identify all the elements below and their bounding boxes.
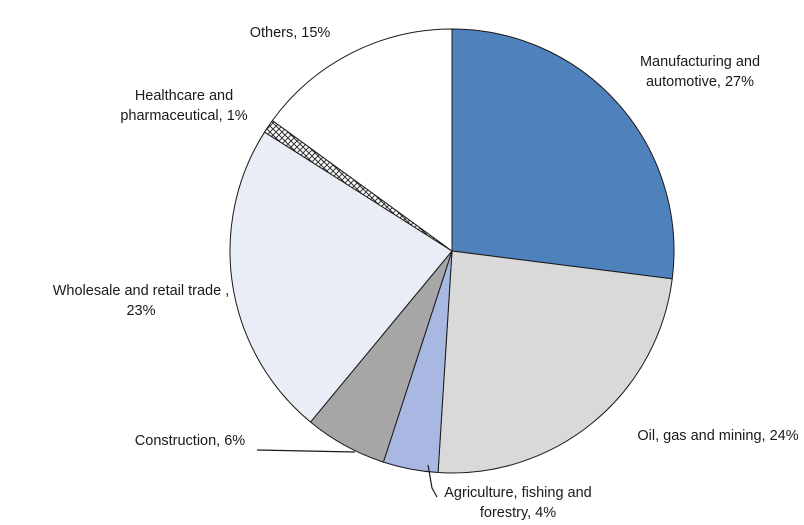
slice-label-line: Others, 15% [250,25,331,41]
slice-label-0: Manufacturing and automotive, 27% [640,54,760,90]
slice-label-3: Construction, 6% [135,433,246,449]
slice-label-line: automotive, 27% [646,74,754,90]
leader-line-3 [256,449,356,453]
slice-label-line: Agriculture, fishing and [444,485,592,501]
pie-slice-1 [437,250,673,474]
slice-label-line: Manufacturing and [640,54,760,70]
slice-label-line: Construction, 6% [135,433,246,449]
pie-slice-6 [271,28,453,252]
pie-slices [229,28,675,474]
slice-label-line: Oil, gas and mining, 24% [637,428,798,444]
slice-label-6: Others, 15% [250,25,331,41]
slice-label-2: Agriculture, fishing and forestry, 4% [444,485,592,521]
slice-label-5: Healthcare and pharmaceutical, 1% [120,88,247,124]
slice-label-4: Wholesale and retail trade , 23% [53,283,230,319]
leader-lines [256,449,438,498]
pie-slice-0 [451,28,675,280]
leader-line-2 [427,464,438,498]
slice-label-line: pharmaceutical, 1% [120,108,247,124]
pie-slice-4 [229,131,453,423]
slice-label-line: 23% [126,303,155,319]
slice-label-line: Wholesale and retail trade , [53,283,230,299]
slice-label-line: forestry, 4% [480,505,556,521]
slice-label-1: Oil, gas and mining, 24% [637,428,798,444]
slice-label-line: Healthcare and [135,88,233,104]
slice-labels: Manufacturing and automotive, 27% Oil, gas… [53,25,799,521]
